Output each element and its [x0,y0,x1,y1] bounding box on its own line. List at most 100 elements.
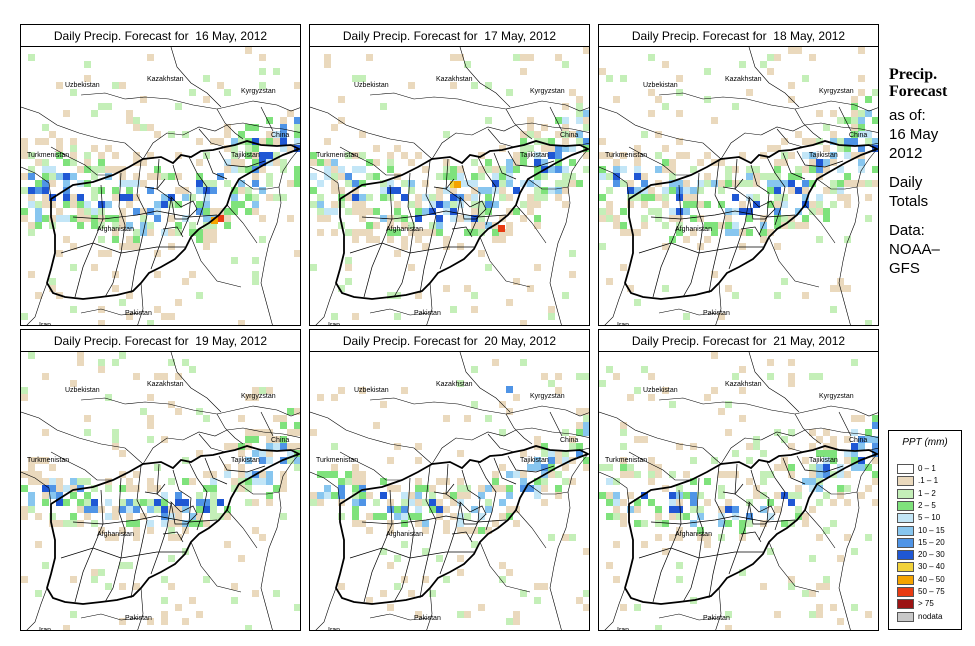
precip-cell [280,485,287,492]
precip-cell [266,138,273,145]
precip-cell [823,457,830,464]
precip-cell [443,166,450,173]
country-label-pakistan: Pakistan [703,615,730,622]
precip-cell [457,201,464,208]
precip-cell [175,513,182,520]
precip-cell [415,611,422,618]
precip-cell [788,173,795,180]
precip-cell [774,611,781,618]
precip-cell [534,187,541,194]
precip-cell [175,222,182,229]
precip-cell [606,278,613,285]
precip-cell [294,443,300,450]
precip-cell [830,152,837,159]
precip-cell [91,187,98,194]
precip-cell [520,159,527,166]
precip-cell [823,492,830,499]
precip-cell [725,506,732,513]
precip-cell [28,464,35,471]
precip-cell [56,499,63,506]
precip-cell [583,457,589,464]
precip-cell [49,278,56,285]
province-border [722,178,744,190]
precip-cell [690,492,697,499]
country-border [80,92,300,112]
precip-cell [534,436,541,443]
precip-cell [562,201,569,208]
precip-cell [830,180,837,187]
country-border [816,483,858,495]
precip-cell [858,492,865,499]
precip-cell [317,215,324,222]
precip-cell [478,604,485,611]
precip-cell [704,222,711,229]
precip-cell [641,173,648,180]
precip-cell [70,513,77,520]
province-border [682,477,704,603]
precip-cell [725,499,732,506]
precip-cell [287,145,294,152]
precip-cell [387,180,394,187]
country-label-kazakhstan: Kazakhstan [725,381,762,388]
precip-cell [77,194,84,201]
precip-cell [224,222,231,229]
sidebar-title-line2: Forecast [889,83,948,100]
precip-cell [231,597,238,604]
precip-cell [196,499,203,506]
precip-cell [359,215,366,222]
precip-cell [809,464,816,471]
precip-cell [42,138,49,145]
precip-cell [345,194,352,201]
precip-cell [287,443,294,450]
precip-cell [548,306,555,313]
precip-cell [238,201,245,208]
precip-cell [245,471,252,478]
country-border [426,587,433,630]
data-line1: Data: [889,222,925,239]
precip-cell [280,471,287,478]
country-border [748,47,800,108]
precip-cell [774,159,781,166]
precip-cell [760,61,767,68]
precip-cell [415,443,422,450]
precip-cell [583,138,589,145]
precip-cell [613,492,620,499]
precip-cell [168,359,175,366]
precip-cell [42,166,49,173]
precip-cell [858,145,865,152]
precip-cell [506,492,513,499]
precip-cell [273,68,280,75]
precip-cell [394,145,401,152]
precip-cell [562,457,569,464]
precip-cell [830,187,837,194]
precip-cell [147,320,154,325]
precip-map: UzbekistanKazakhstanKyrgyzstanChinaTurkm… [21,47,300,325]
precip-cell [245,124,252,131]
precip-cell [273,443,280,450]
province-border [60,242,185,254]
precip-cell [872,138,878,145]
legend-swatch [897,513,914,524]
precip-cell [147,499,154,506]
precip-cell [520,320,527,325]
precip-cell [91,194,98,201]
precip-cell [781,180,788,187]
precip-cell [837,138,844,145]
precip-cell [506,513,513,520]
country-border [238,483,280,495]
precip-cell [140,513,147,520]
precip-cell [252,208,259,215]
precip-cell [781,278,788,285]
precip-cell [620,166,627,173]
precip-cell [119,82,126,89]
precip-cell [112,222,119,229]
panel-title: Daily Precip. Forecast for 20 May, 2012 [310,330,589,352]
precip-cell [429,208,436,215]
precip-cell [345,208,352,215]
precip-cell [655,215,662,222]
sidebar-info: Precip. Forecast as of: 16 May 2012 Dail… [889,66,947,278]
precip-cell [380,103,387,110]
precip-cell [338,492,345,499]
precip-cell [196,236,203,243]
precip-cell [513,611,520,618]
